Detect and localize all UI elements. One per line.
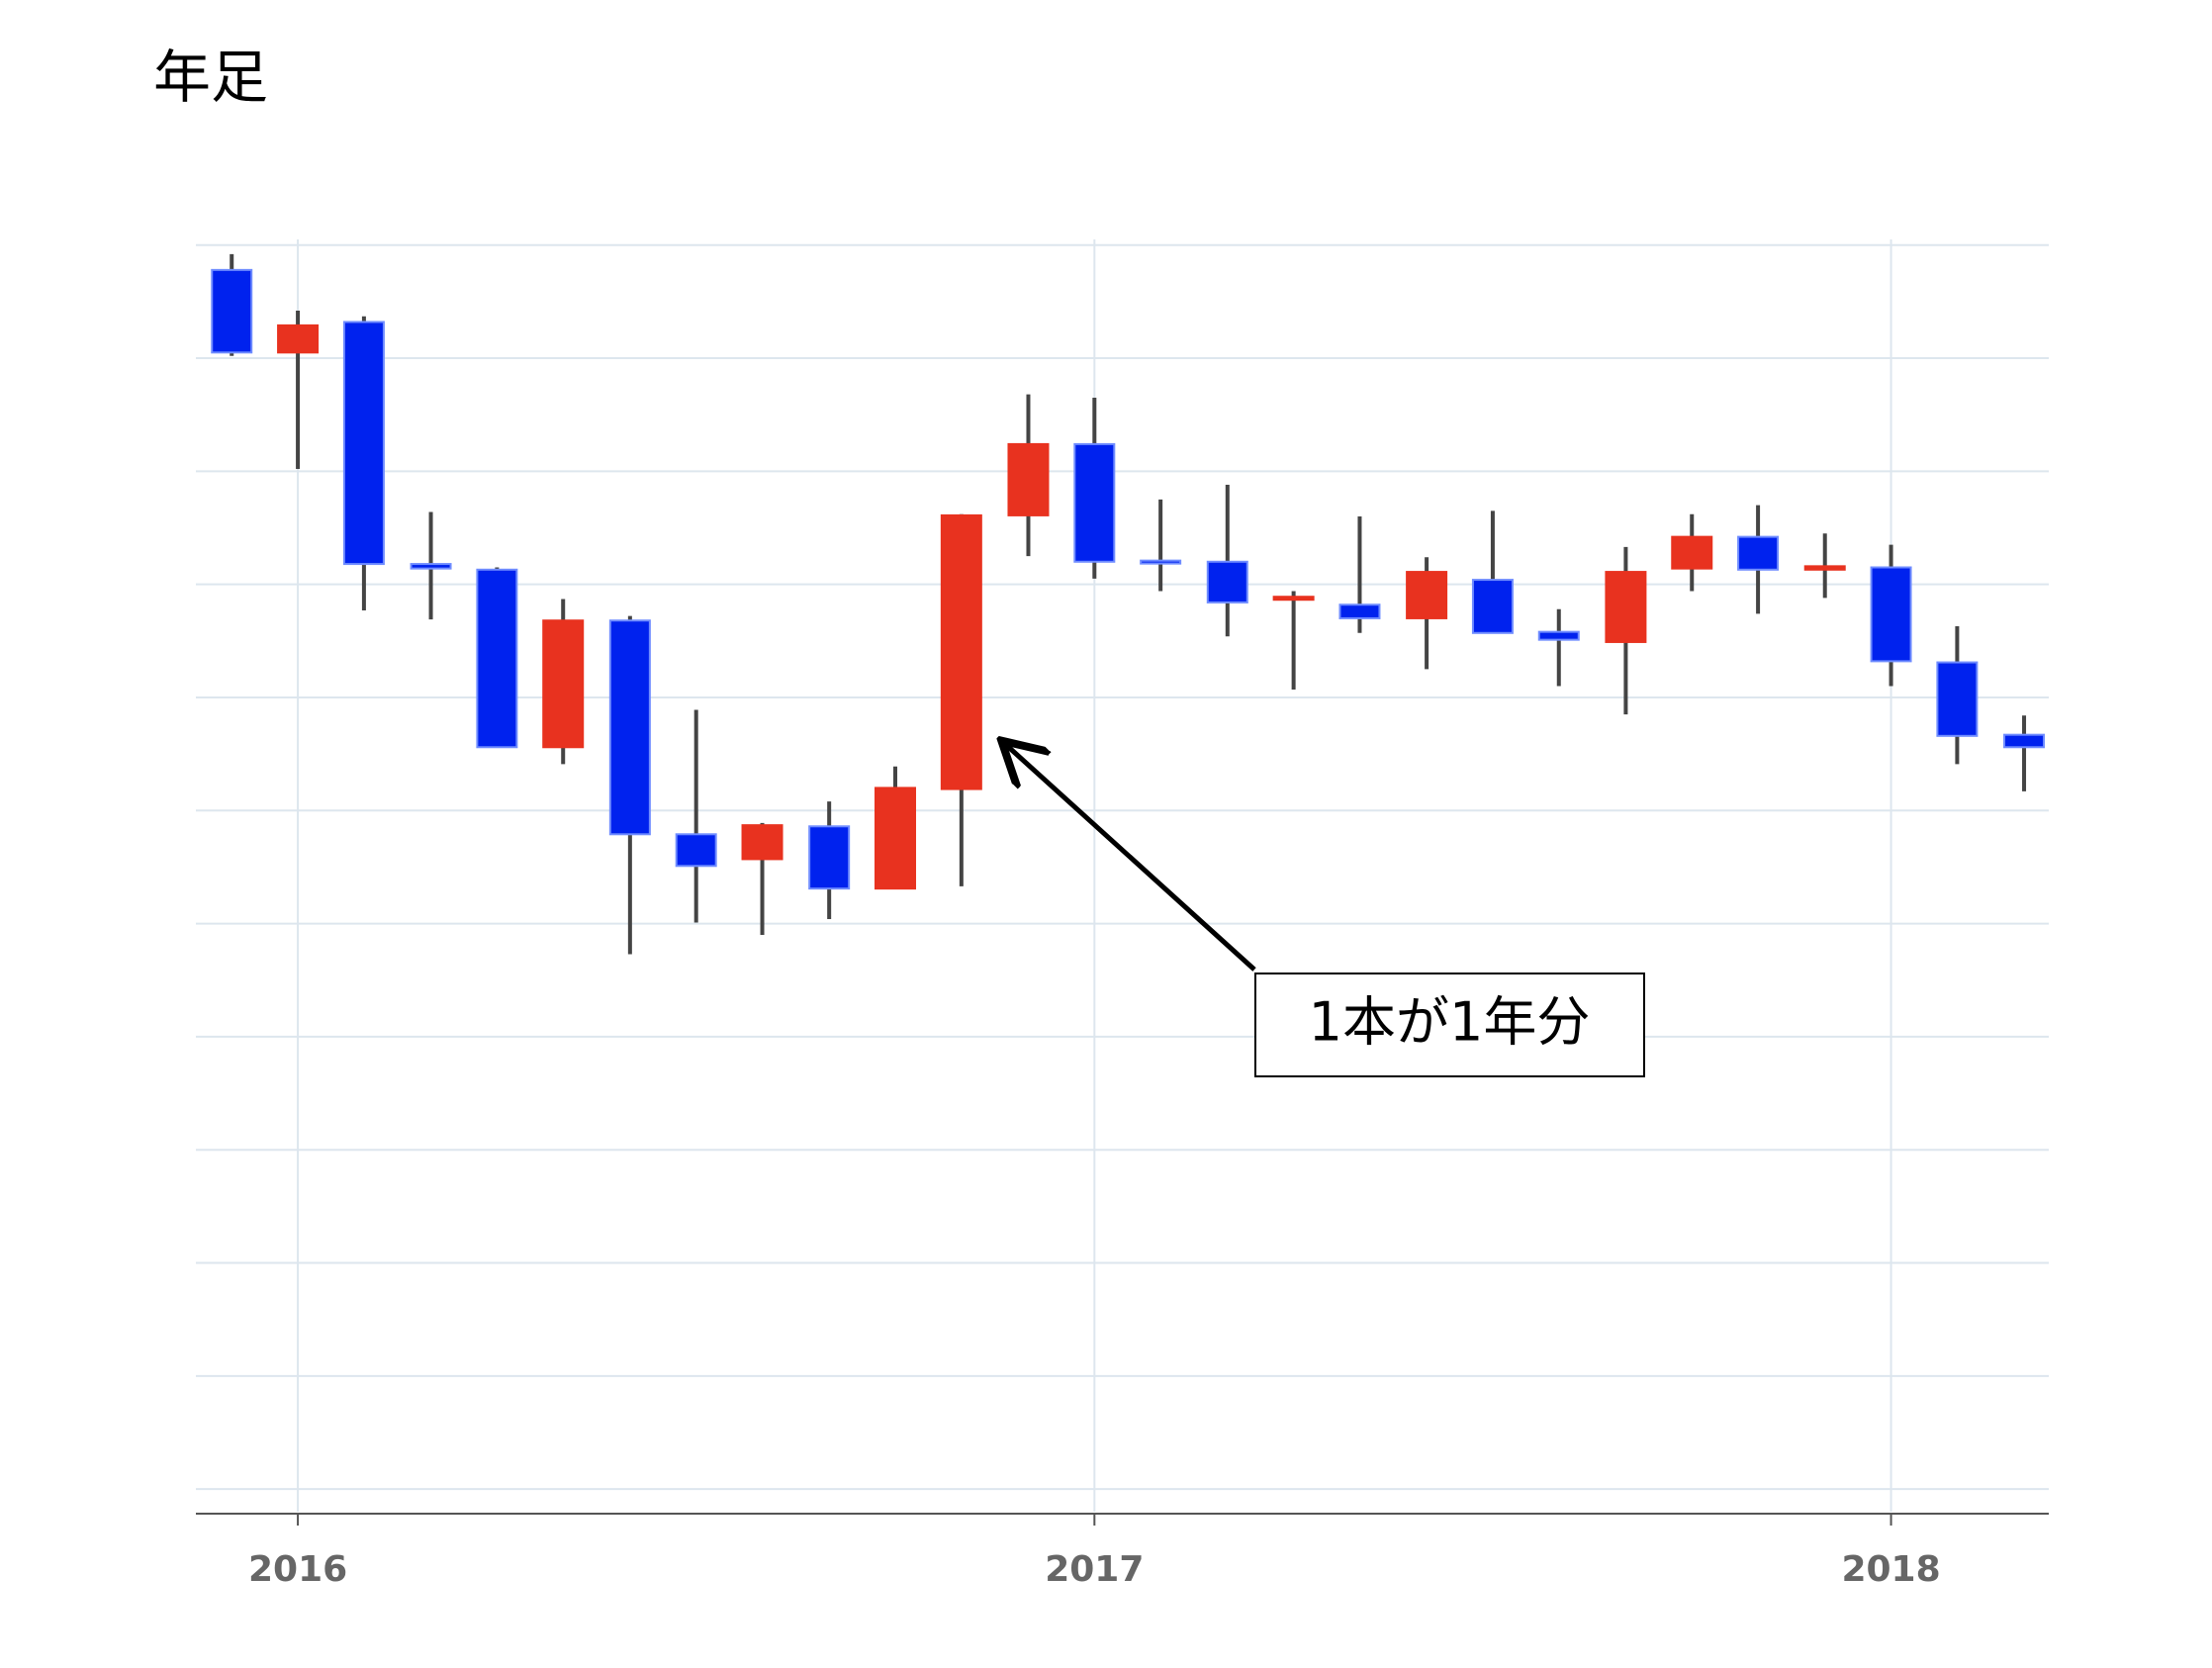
chart-title: 年足 (153, 44, 268, 111)
candle-body (211, 268, 253, 354)
candle-body (675, 833, 717, 868)
candle-body (1338, 603, 1381, 619)
annotation-box (1254, 973, 1645, 1077)
candle-body (410, 563, 452, 570)
candle-body (741, 824, 783, 861)
candle-body (342, 321, 385, 566)
candle-body (1007, 442, 1050, 516)
candle-body (476, 568, 518, 749)
candle-body (1870, 566, 1912, 663)
candle-body (808, 825, 851, 890)
candle-body (1737, 535, 1780, 571)
candle-body (2003, 733, 2046, 749)
candle-body (542, 619, 585, 749)
x-tick-label: 2017 (1045, 1549, 1144, 1590)
candle-body (1605, 571, 1647, 643)
candle-body (608, 619, 651, 836)
candle-body (1073, 442, 1116, 563)
plot-area: 2016 2017 2018 (196, 239, 2049, 1590)
candle-body (1537, 630, 1580, 641)
candle-body (1671, 535, 1713, 570)
annotation-arrow (1005, 744, 1256, 972)
candle-body (1406, 571, 1448, 619)
candle-body (277, 324, 320, 354)
x-tick-label: 2016 (248, 1549, 347, 1590)
candle-body (1140, 559, 1182, 565)
annotation-text: 1本が1年分 (1309, 991, 1591, 1054)
candle-body (875, 787, 917, 890)
candle-body (1936, 661, 1979, 737)
x-tick-label: 2018 (1841, 1549, 1940, 1590)
candle-body (940, 513, 982, 790)
candle-body (1471, 579, 1514, 634)
candle-body (1803, 565, 1846, 571)
candle-body (1272, 596, 1315, 602)
candle-body (1206, 560, 1248, 603)
